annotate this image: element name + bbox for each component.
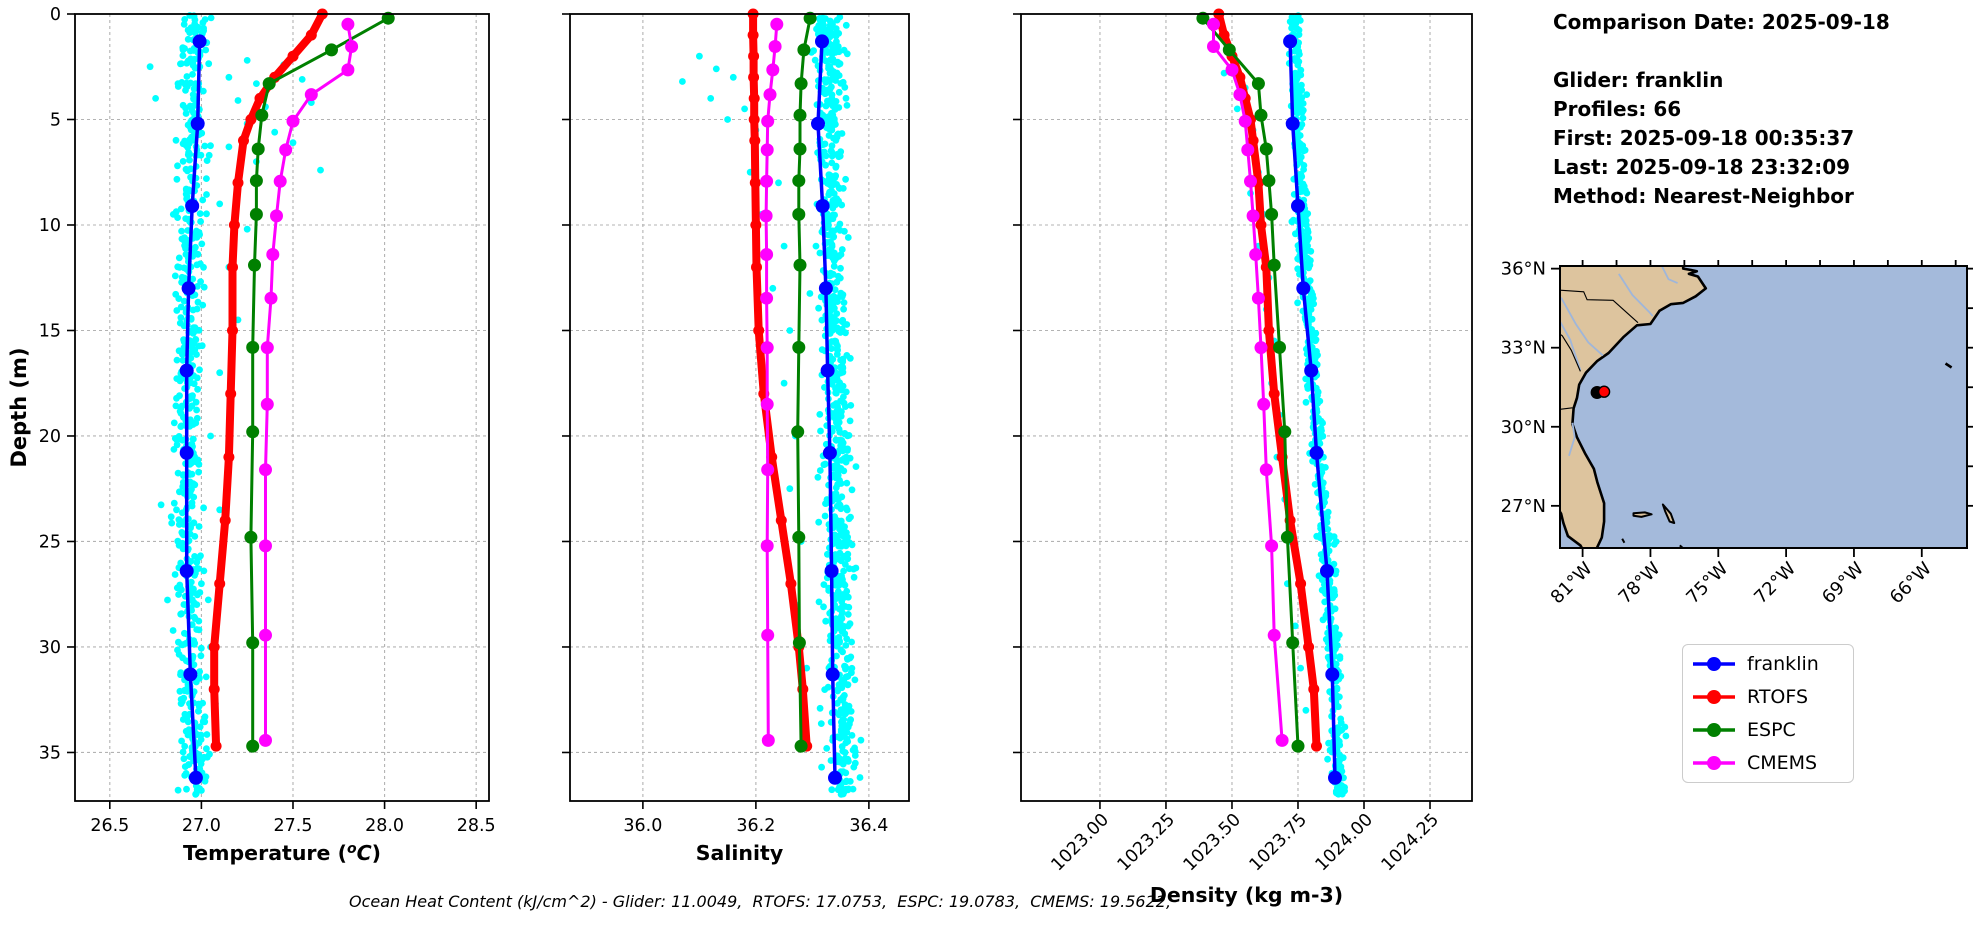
legend-entry-espc: ESPC xyxy=(1683,714,1853,747)
state-border-line xyxy=(1560,407,1573,410)
island-outline xyxy=(1679,544,1685,548)
last-profile-time-text: Last: 2025-09-18 23:32:09 xyxy=(1553,155,1851,179)
cmems-profile-line xyxy=(759,17,784,747)
svg-text:30°N: 30°N xyxy=(1501,417,1546,438)
espc-profile-line xyxy=(1196,11,1305,753)
state-border-line xyxy=(1560,333,1581,372)
espc-profile-line xyxy=(791,11,817,753)
river-line xyxy=(1618,273,1654,317)
comparison-info-block: Comparison Date: 2025-09-18 Glider: fran… xyxy=(1553,8,1973,211)
svg-text:30: 30 xyxy=(39,638,61,658)
island-outline xyxy=(1621,538,1626,544)
svg-text:15: 15 xyxy=(39,321,61,341)
svg-text:27°N: 27°N xyxy=(1501,496,1546,517)
franklin-profile-line xyxy=(811,34,842,785)
rtofs-profile-line xyxy=(208,8,328,752)
legend: franklin RTOFS ESPC CMEMS xyxy=(1682,644,1854,783)
legend-entry-rtofs: RTOFS xyxy=(1683,681,1853,714)
rtofs-profile-line xyxy=(747,8,813,752)
river-line xyxy=(1560,297,1604,357)
axis-ticks xyxy=(562,13,870,809)
legend-entry-cmems: CMEMS xyxy=(1683,747,1853,780)
axis-ticks xyxy=(1013,13,1431,809)
legend-label: franklin xyxy=(1747,653,1819,675)
panel-frame xyxy=(569,13,910,802)
axis-ticks xyxy=(67,13,477,809)
glider-position-marker xyxy=(1597,385,1611,398)
info-spacer xyxy=(1553,37,1973,66)
svg-text:36°N: 36°N xyxy=(1501,259,1546,280)
first-profile-time-text: First: 2025-09-18 00:35:37 xyxy=(1553,126,1855,150)
legend-label: RTOFS xyxy=(1747,686,1809,708)
svg-text:20: 20 xyxy=(39,427,61,447)
island-outline xyxy=(1661,503,1676,524)
salinity-axis-label: Salinity xyxy=(696,841,783,865)
axis-tick-labels: 26.5 27.0 27.5 28.0 28.5 0 5 10 15 20 25 30 35 xyxy=(39,5,496,836)
svg-text:28.0: 28.0 xyxy=(365,816,404,836)
profiles-count-text: Profiles: 66 xyxy=(1553,97,1682,121)
river-line xyxy=(1568,422,1576,457)
svg-text:28.5: 28.5 xyxy=(457,816,496,836)
legend-label: ESPC xyxy=(1747,719,1796,741)
svg-text:35: 35 xyxy=(39,743,61,763)
temperature-axis-label: Temperature (oC) xyxy=(183,841,381,865)
svg-text:33°N: 33°N xyxy=(1501,338,1546,359)
bermuda-island xyxy=(1944,362,1953,369)
map-ticks xyxy=(1551,260,1973,557)
legend-entry-franklin: franklin xyxy=(1683,648,1853,681)
svg-text:78°W: 78°W xyxy=(1615,558,1665,608)
svg-text:10: 10 xyxy=(39,216,61,236)
legend-line-sample-icon xyxy=(1693,756,1735,770)
panel-frame xyxy=(74,13,490,802)
land-area xyxy=(1560,266,1708,548)
axis-tick-labels: 36.0 36.2 36.4 xyxy=(623,816,888,836)
legend-label: CMEMS xyxy=(1747,752,1818,774)
island-outline xyxy=(1632,511,1653,518)
svg-text:27.5: 27.5 xyxy=(274,816,313,836)
franklin-profile-line xyxy=(1283,34,1342,785)
svg-text:81°W: 81°W xyxy=(1547,558,1597,608)
legend-line-sample-icon xyxy=(1693,657,1735,671)
svg-text:25: 25 xyxy=(39,532,61,552)
panel-frame xyxy=(1020,13,1473,802)
comparison-date-text: Comparison Date: 2025-09-18 xyxy=(1553,10,1890,34)
temperature-profile-panel: 26.5 27.0 27.5 28.0 28.5 0 5 10 15 20 25 30 35 Temper… xyxy=(7,5,496,865)
espc-profile-line xyxy=(244,11,395,753)
svg-text:72°W: 72°W xyxy=(1750,558,1800,608)
franklin-profile-line xyxy=(179,34,207,785)
svg-text:5: 5 xyxy=(50,110,61,130)
depth-axis-label: Depth (m) xyxy=(7,347,31,467)
map-geography xyxy=(1560,266,1967,558)
ocean-heat-content-annotation: Ocean Heat Content (kJ/cm^2) - Glider: 1… xyxy=(348,892,1172,911)
state-border-line xyxy=(1560,289,1639,324)
svg-text:26.5: 26.5 xyxy=(90,816,129,836)
svg-text:69°W: 69°W xyxy=(1818,558,1868,608)
svg-text:27.0: 27.0 xyxy=(182,816,221,836)
island-outline xyxy=(1645,549,1654,558)
density-axis-label: Density (kg m-3) xyxy=(1150,883,1343,907)
river-line xyxy=(1660,266,1678,284)
cmems-profile-line xyxy=(1207,17,1289,747)
legend-line-sample-icon xyxy=(1693,723,1735,737)
cmems-profile-line xyxy=(259,17,359,747)
svg-text:75°W: 75°W xyxy=(1682,558,1732,608)
svg-text:66°W: 66°W xyxy=(1886,558,1936,608)
svg-text:0: 0 xyxy=(50,5,61,25)
legend-line-sample-icon xyxy=(1693,690,1735,704)
glider-name-text: Glider: franklin xyxy=(1553,68,1724,92)
method-text: Method: Nearest-Neighbor xyxy=(1553,184,1854,208)
salinity-profile-panel: 36.0 36.2 36.4 Salinity xyxy=(562,8,910,865)
map-panel: 81°W 78°W 75°W 72°W 69°W 66°W 36°N 33°N 30°N 27°N xyxy=(1501,259,1973,608)
map-frame xyxy=(1559,265,1968,549)
